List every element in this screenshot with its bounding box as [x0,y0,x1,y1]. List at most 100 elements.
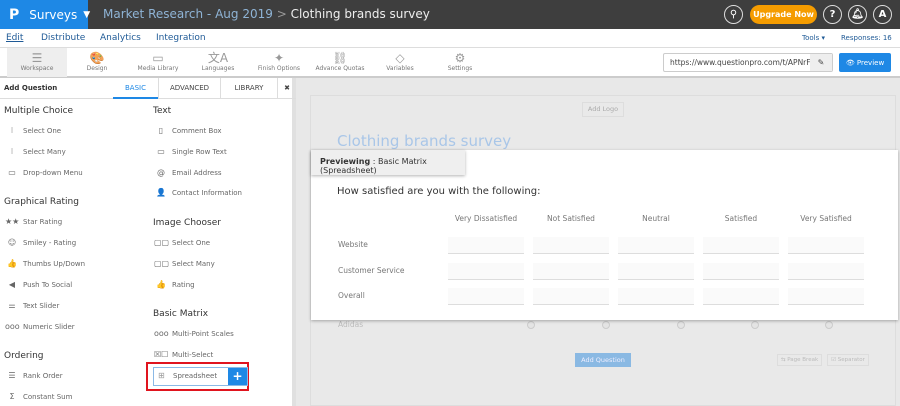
question-type-item[interactable]: ▯ Comment Box [154,126,222,135]
question-type-item[interactable]: ⁝ Select Many [5,147,66,156]
category-heading: Multiple Choice [4,106,74,116]
upgrade-button[interactable]: Upgrade Now [750,5,817,24]
palette-icon: 🎨 [89,51,105,65]
tag-icon: ◇ [395,51,405,65]
survey-title[interactable]: Clothing brands survey [337,132,512,150]
add-logo-button[interactable]: Add Logo [582,102,624,117]
chain-icon: ⛓ [332,51,348,65]
question-type-item[interactable]: ooo Multi-Point Scales [154,329,234,338]
tool-variables[interactable]: ◇ Variables [370,48,430,77]
app-name: Surveys [29,7,78,22]
page-break-button[interactable]: ⇆ Page Break [777,354,822,366]
question-type-item[interactable]: ▢▢ Select One [154,238,210,247]
survey-url: https://www.questionpro.com/t/APNrFZ [670,58,816,67]
help-button[interactable]: ? [823,5,842,24]
tool-settings[interactable]: ⚙ Settings [430,48,490,77]
question-type-icon: 👍 [156,280,166,289]
magic-wand-icon: ✦ [273,51,285,65]
question-type-item[interactable]: 👍 Thumbs Up/Down [5,259,85,268]
question-type-item[interactable]: Σ Constant Sum [5,392,72,401]
nav-distribute[interactable]: Distribute [41,33,86,43]
matrix-cell-input[interactable] [618,288,694,305]
tool-finish-options[interactable]: ✦ Finish Options [249,48,309,77]
matrix-cell-input[interactable] [533,288,609,305]
question-type-label: Select One [172,238,211,247]
notifications-button[interactable]: 🔔︎ [848,5,867,24]
pencil-icon[interactable]: ✎ [810,54,832,71]
tool-design[interactable]: 🎨 Design [67,48,127,77]
question-type-item[interactable]: ▢▢ Select Many [154,259,215,268]
question-type-icon: ▢▢ [154,259,170,268]
matrix-cell-input[interactable] [533,263,609,280]
tab-advanced[interactable]: ADVANCED [158,78,220,99]
matrix-cell-input[interactable] [448,288,524,305]
surveys-menu[interactable]: P Surveys ▼ [0,0,90,29]
logo-icon: P [9,6,20,23]
background-radio [825,321,833,329]
tools-menu[interactable]: Tools ▾ [802,34,825,42]
question-type-item[interactable]: ooo Numeric Slider [5,322,75,331]
nav-integration[interactable]: Integration [156,33,206,43]
matrix-cell-input[interactable] [618,237,694,254]
tool-label: Advance Quotas [315,65,365,72]
nav-edit[interactable]: Edit [6,33,24,43]
search-button[interactable]: ⚲ [724,5,743,24]
breadcrumb-parent[interactable]: Market Research - Aug 2019 [103,7,273,21]
matrix-row-label: Overall [338,291,365,300]
tool-media-library[interactable]: ▭ Media Library [128,48,188,77]
question-type-item[interactable]: 👤 Contact Information [154,188,242,197]
responses-count[interactable]: Responses: 16 [841,34,892,42]
question-type-item[interactable]: ⚌ Text Slider [5,301,59,310]
nav-analytics[interactable]: Analytics [100,33,141,43]
matrix-column-header: Not Satisfied [547,214,595,223]
tool-workspace[interactable]: ☰ Workspace [7,48,67,77]
matrix-row-label: Website [338,240,368,249]
matrix-cell-input[interactable] [788,237,864,254]
question-type-item[interactable]: ▭ Drop-down Menu [5,168,82,177]
matrix-cell-input[interactable] [533,237,609,254]
question-type-spreadsheet[interactable]: ⊞ Spreadsheet + [153,367,248,386]
avatar[interactable]: A [873,5,892,24]
tab-library[interactable]: LIBRARY [220,78,277,99]
question-type-label: Multi-Point Scales [172,329,234,338]
question-type-item[interactable]: ☒☐ Multi-Select [154,350,213,359]
question-type-label: Star Rating [23,217,63,226]
tool-label: Variables [386,65,414,72]
question-text: How satisfied are you with the following… [337,186,541,197]
matrix-cell-input[interactable] [703,237,779,254]
question-type-item[interactable]: ▭ Single Row Text [154,147,226,156]
separator-button[interactable]: ☑ Separator [827,354,869,366]
close-icon[interactable]: ✖ [277,78,296,99]
question-type-item[interactable]: ★★ Star Rating [5,217,62,226]
tab-basic[interactable]: BASIC [113,78,158,99]
matrix-cell-input[interactable] [788,263,864,280]
survey-url-field[interactable]: https://www.questionpro.com/t/APNrFZ ✎ [663,53,833,72]
matrix-cell-input[interactable] [448,237,524,254]
add-spreadsheet-button[interactable]: + [228,368,247,385]
question-type-label: Comment Box [172,126,222,135]
tool-advance-quotas[interactable]: ⛓ Advance Quotas [310,48,370,77]
matrix-cell-input[interactable] [618,263,694,280]
matrix-column-header: Very Dissatisfied [454,214,518,223]
matrix-cell-input[interactable] [788,288,864,305]
question-type-item[interactable]: ◀ Push To Social [5,280,72,289]
category-heading: Graphical Rating [4,197,79,207]
previewing-label: Previewing : Basic Matrix (Spreadsheet) [311,150,465,175]
tool-languages[interactable]: 文A Languages [188,48,248,77]
question-type-item[interactable]: 👍 Rating [154,280,195,289]
question-type-icon: ⁝ [10,126,14,135]
question-type-item[interactable]: ☰ Rank Order [5,371,62,380]
matrix-cell-input[interactable] [703,263,779,280]
question-type-item[interactable]: ☺ Smiley - Rating [5,238,76,247]
add-question-button[interactable]: Add Question [575,353,631,367]
main-nav: Edit Distribute Analytics Integration To… [0,29,900,48]
tool-label: Settings [447,65,473,72]
question-type-icon: ooo [5,322,20,331]
tool-label: Languages [201,65,235,72]
question-type-item[interactable]: @ Email Address [154,168,222,177]
matrix-cell-input[interactable] [448,263,524,280]
question-type-item[interactable]: ⁝ Select One [5,126,61,135]
matrix-cell-input[interactable] [703,288,779,305]
breadcrumb: Market Research - Aug 2019 > Clothing br… [103,7,430,21]
preview-button[interactable]: 👁 Preview [839,53,891,72]
